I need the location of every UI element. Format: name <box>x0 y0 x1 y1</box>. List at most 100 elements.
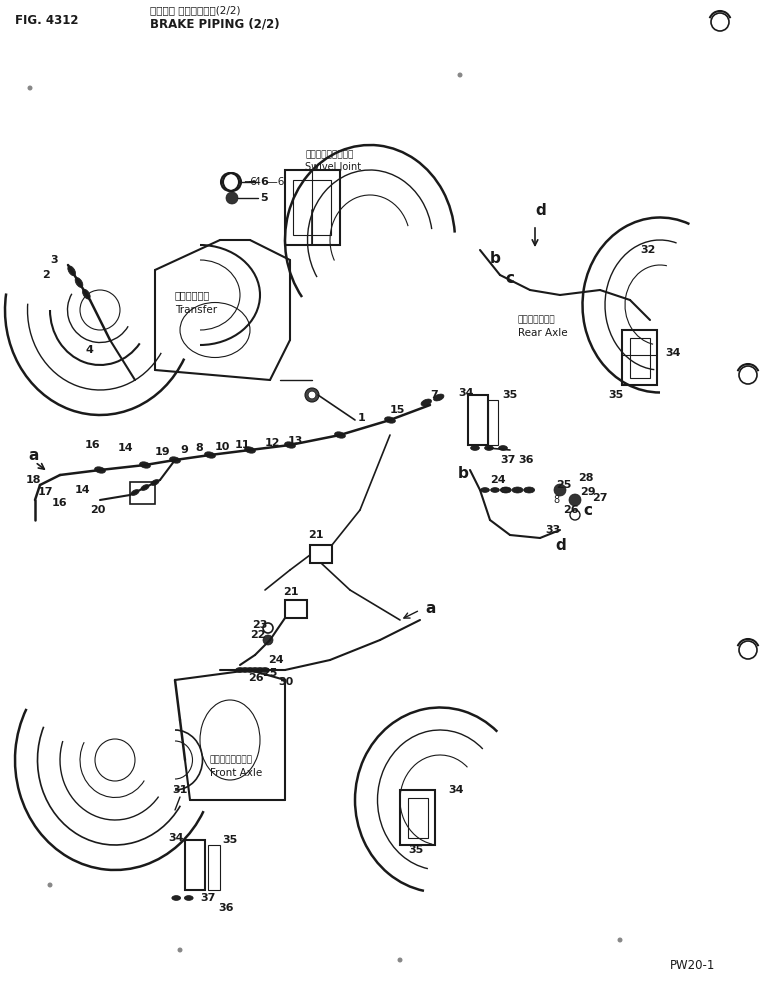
Ellipse shape <box>140 461 150 468</box>
Text: 8: 8 <box>195 443 203 453</box>
Text: 33: 33 <box>545 525 561 535</box>
Bar <box>185 840 205 890</box>
Bar <box>285 170 340 245</box>
Text: 13: 13 <box>288 436 303 446</box>
Ellipse shape <box>490 488 500 492</box>
Text: 7: 7 <box>430 390 438 400</box>
Ellipse shape <box>470 446 480 451</box>
Circle shape <box>569 494 581 506</box>
Circle shape <box>554 484 566 496</box>
Bar <box>130 482 155 504</box>
Circle shape <box>398 957 402 962</box>
Text: 34: 34 <box>448 785 463 795</box>
Text: 35: 35 <box>608 390 623 400</box>
Ellipse shape <box>204 452 215 458</box>
Text: ─6: ─6 <box>244 177 257 187</box>
Text: d: d <box>535 203 546 217</box>
Ellipse shape <box>524 487 534 493</box>
Text: PW20-1: PW20-1 <box>670 958 715 971</box>
Text: トランスファ: トランスファ <box>175 290 210 300</box>
Ellipse shape <box>151 479 159 485</box>
Text: BRAKE PIPING (2/2): BRAKE PIPING (2/2) <box>150 18 280 31</box>
Text: Swivel Joint: Swivel Joint <box>305 162 361 172</box>
Text: 12: 12 <box>265 438 281 448</box>
Ellipse shape <box>141 484 149 490</box>
Text: 36: 36 <box>218 903 234 913</box>
Text: 17: 17 <box>38 487 53 497</box>
Text: 34: 34 <box>168 833 183 843</box>
Text: 11: 11 <box>235 440 251 450</box>
Text: 24: 24 <box>268 655 284 665</box>
Text: 8: 8 <box>553 495 559 505</box>
Circle shape <box>48 882 52 887</box>
Text: 5: 5 <box>260 193 268 203</box>
Text: 36: 36 <box>518 455 534 465</box>
Text: フロントアクスル: フロントアクスル <box>210 756 253 765</box>
Text: 37: 37 <box>500 455 515 465</box>
Text: 26: 26 <box>248 673 264 683</box>
Ellipse shape <box>184 895 194 900</box>
Bar <box>408 798 428 838</box>
Circle shape <box>263 635 273 645</box>
Text: 25: 25 <box>556 480 571 490</box>
Text: 14: 14 <box>75 485 91 495</box>
Text: 30: 30 <box>278 677 293 687</box>
Bar <box>622 330 657 385</box>
Text: 20: 20 <box>90 505 106 515</box>
Ellipse shape <box>82 289 90 299</box>
Text: 27: 27 <box>592 493 608 503</box>
Ellipse shape <box>385 417 396 423</box>
Ellipse shape <box>75 278 82 288</box>
Ellipse shape <box>244 447 255 453</box>
Text: 23: 23 <box>252 620 268 630</box>
Ellipse shape <box>421 399 432 406</box>
Text: Rear Axle: Rear Axle <box>518 328 567 338</box>
Text: 10: 10 <box>215 442 231 452</box>
Text: 9: 9 <box>180 445 188 455</box>
Text: 31: 31 <box>172 785 187 795</box>
Circle shape <box>618 938 622 943</box>
Ellipse shape <box>499 446 507 451</box>
Text: 22: 22 <box>250 630 265 640</box>
Ellipse shape <box>261 668 269 673</box>
Ellipse shape <box>433 394 444 401</box>
Text: c: c <box>505 271 514 286</box>
Text: 2: 2 <box>42 270 50 280</box>
Text: a: a <box>425 601 436 616</box>
Circle shape <box>177 947 183 952</box>
Text: 37: 37 <box>200 893 215 903</box>
Text: 3: 3 <box>50 255 58 265</box>
Ellipse shape <box>512 487 523 493</box>
Text: 25: 25 <box>262 668 278 678</box>
Ellipse shape <box>236 668 244 673</box>
Text: 26: 26 <box>563 505 578 515</box>
Circle shape <box>28 86 32 91</box>
Text: 35: 35 <box>408 845 423 855</box>
Ellipse shape <box>500 487 511 493</box>
Text: 35: 35 <box>222 835 237 845</box>
Text: 18: 18 <box>26 475 42 485</box>
Text: 32: 32 <box>640 245 655 255</box>
Ellipse shape <box>500 488 510 492</box>
Ellipse shape <box>131 490 139 495</box>
Ellipse shape <box>241 668 249 673</box>
Text: 35: 35 <box>502 390 517 400</box>
Ellipse shape <box>172 895 180 900</box>
Ellipse shape <box>256 668 264 673</box>
Text: 4: 4 <box>85 345 93 355</box>
Ellipse shape <box>251 668 259 673</box>
Text: 14: 14 <box>118 443 133 453</box>
Text: ブレーキ パイピング　(2/2): ブレーキ パイピング (2/2) <box>150 5 241 15</box>
Text: 6: 6 <box>260 177 268 187</box>
Text: c: c <box>583 503 592 518</box>
Bar <box>630 338 650 378</box>
Ellipse shape <box>95 466 106 473</box>
Text: 29: 29 <box>580 487 596 497</box>
Ellipse shape <box>246 668 254 673</box>
Text: 21: 21 <box>283 587 298 597</box>
Ellipse shape <box>335 432 345 439</box>
Bar <box>293 180 331 235</box>
Text: Front Axle: Front Axle <box>210 768 262 778</box>
Text: 34: 34 <box>665 348 681 358</box>
Text: b: b <box>490 251 501 266</box>
